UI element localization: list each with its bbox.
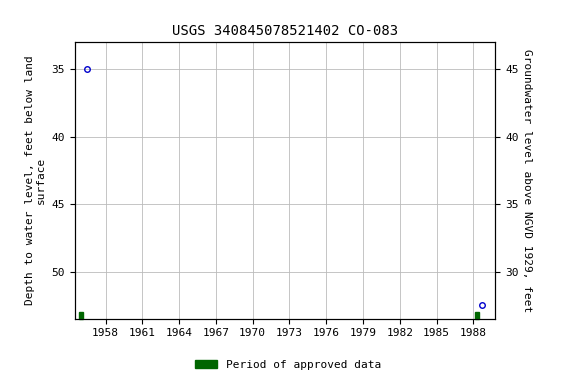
Title: USGS 340845078521402 CO-083: USGS 340845078521402 CO-083 [172,24,398,38]
Legend: Period of approved data: Period of approved data [191,356,385,375]
Bar [79,312,82,319]
Y-axis label: Depth to water level, feet below land
surface: Depth to water level, feet below land su… [25,56,46,305]
Bar [475,312,479,319]
Y-axis label: Groundwater level above NGVD 1929, feet: Groundwater level above NGVD 1929, feet [522,49,532,312]
